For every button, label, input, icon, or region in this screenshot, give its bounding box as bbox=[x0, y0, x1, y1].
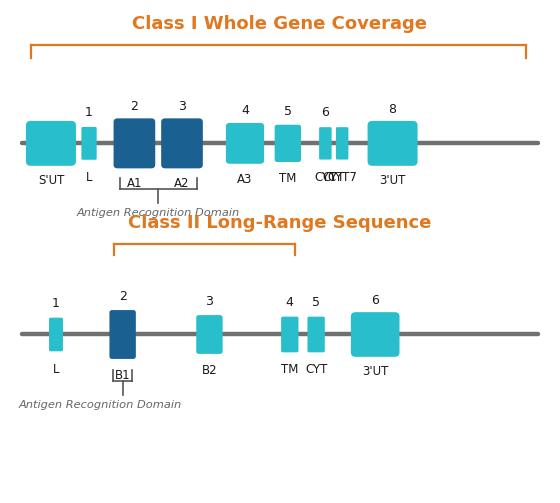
Text: Antigen Recognition Domain: Antigen Recognition Domain bbox=[77, 208, 240, 218]
Text: 1: 1 bbox=[85, 106, 93, 119]
Text: 6: 6 bbox=[321, 106, 329, 119]
Text: CYT: CYT bbox=[323, 171, 345, 184]
Text: L: L bbox=[86, 171, 92, 184]
FancyBboxPatch shape bbox=[161, 118, 203, 169]
Text: 2: 2 bbox=[119, 290, 127, 303]
Text: 3'UT: 3'UT bbox=[362, 365, 389, 378]
Text: 3'UT: 3'UT bbox=[379, 174, 406, 187]
Text: 5: 5 bbox=[284, 105, 292, 118]
Text: 4: 4 bbox=[241, 104, 249, 117]
FancyBboxPatch shape bbox=[319, 127, 332, 159]
Text: CYT: CYT bbox=[314, 171, 337, 184]
Text: Class I Whole Gene Coverage: Class I Whole Gene Coverage bbox=[133, 15, 427, 33]
FancyBboxPatch shape bbox=[274, 125, 301, 162]
Text: S'UT: S'UT bbox=[38, 174, 64, 187]
Text: L: L bbox=[53, 363, 59, 376]
Text: 8: 8 bbox=[389, 103, 396, 116]
Text: 1: 1 bbox=[52, 297, 60, 310]
Text: B2: B2 bbox=[202, 364, 217, 377]
FancyBboxPatch shape bbox=[26, 121, 76, 166]
Text: A1: A1 bbox=[127, 178, 142, 190]
Text: TM: TM bbox=[281, 364, 298, 376]
Text: 4: 4 bbox=[286, 296, 294, 309]
Text: TM: TM bbox=[279, 173, 297, 185]
Text: B1: B1 bbox=[115, 369, 130, 382]
FancyBboxPatch shape bbox=[81, 127, 97, 160]
Text: CYT7: CYT7 bbox=[327, 171, 357, 184]
FancyBboxPatch shape bbox=[307, 317, 325, 353]
FancyBboxPatch shape bbox=[114, 118, 155, 169]
Text: 3: 3 bbox=[178, 100, 186, 113]
FancyBboxPatch shape bbox=[336, 127, 348, 159]
Text: 3: 3 bbox=[206, 295, 213, 308]
FancyBboxPatch shape bbox=[226, 123, 264, 164]
Text: 6: 6 bbox=[371, 294, 379, 307]
FancyBboxPatch shape bbox=[351, 312, 399, 357]
FancyBboxPatch shape bbox=[367, 121, 418, 166]
FancyBboxPatch shape bbox=[109, 310, 136, 359]
FancyBboxPatch shape bbox=[49, 318, 63, 351]
Text: CYT: CYT bbox=[305, 364, 327, 376]
Text: 2: 2 bbox=[130, 100, 138, 113]
Text: 5: 5 bbox=[312, 296, 320, 309]
FancyBboxPatch shape bbox=[281, 317, 298, 353]
FancyBboxPatch shape bbox=[196, 315, 223, 354]
Text: A3: A3 bbox=[237, 173, 253, 186]
Text: Antigen Recognition Domain: Antigen Recognition Domain bbox=[18, 400, 182, 410]
Text: A2: A2 bbox=[174, 178, 190, 190]
Text: Class II Long-Range Sequence: Class II Long-Range Sequence bbox=[128, 214, 432, 232]
